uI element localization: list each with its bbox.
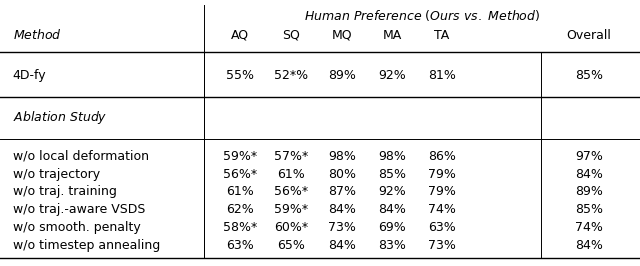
Text: 69%: 69% <box>378 221 406 234</box>
Text: 81%: 81% <box>428 69 456 82</box>
Text: $\it{Ablation\ Study}$: $\it{Ablation\ Study}$ <box>13 110 108 127</box>
Text: 74%: 74% <box>575 221 603 234</box>
Text: 62%: 62% <box>226 203 254 216</box>
Text: 98%: 98% <box>328 150 356 163</box>
Text: MA: MA <box>383 29 402 42</box>
Text: $\it{Human\ Preference\ (Ours\ vs.\ Method)}$: $\it{Human\ Preference\ (Ours\ vs.\ Meth… <box>303 8 540 23</box>
Text: 56%*: 56%* <box>274 185 308 198</box>
Text: 73%: 73% <box>428 239 456 252</box>
Text: 61%: 61% <box>277 168 305 181</box>
Text: TA: TA <box>434 29 449 42</box>
Text: 89%: 89% <box>328 69 356 82</box>
Text: w/o smooth. penalty: w/o smooth. penalty <box>13 221 141 234</box>
Text: 86%: 86% <box>428 150 456 163</box>
Text: 79%: 79% <box>428 185 456 198</box>
Text: 59%*: 59%* <box>223 150 257 163</box>
Text: 59%*: 59%* <box>274 203 308 216</box>
Text: 63%: 63% <box>226 239 254 252</box>
Text: 4D-fy: 4D-fy <box>13 69 47 82</box>
Text: 84%: 84% <box>328 203 356 216</box>
Text: 84%: 84% <box>328 239 356 252</box>
Text: 65%: 65% <box>277 239 305 252</box>
Text: 85%: 85% <box>378 168 406 181</box>
Text: 84%: 84% <box>575 239 603 252</box>
Text: 84%: 84% <box>378 203 406 216</box>
Text: 74%: 74% <box>428 203 456 216</box>
Text: w/o timestep annealing: w/o timestep annealing <box>13 239 160 252</box>
Text: Overall: Overall <box>566 29 611 42</box>
Text: 79%: 79% <box>428 168 456 181</box>
Text: 57%*: 57%* <box>274 150 308 163</box>
Text: MQ: MQ <box>332 29 353 42</box>
Text: AQ: AQ <box>231 29 249 42</box>
Text: 92%: 92% <box>378 69 406 82</box>
Text: 89%: 89% <box>575 185 603 198</box>
Text: 56%*: 56%* <box>223 168 257 181</box>
Text: w/o trajectory: w/o trajectory <box>13 168 100 181</box>
Text: 52*%: 52*% <box>274 69 308 82</box>
Text: 85%: 85% <box>575 203 603 216</box>
Text: $\it{Method}$: $\it{Method}$ <box>13 28 61 43</box>
Text: 85%: 85% <box>575 69 603 82</box>
Text: 61%: 61% <box>226 185 254 198</box>
Text: w/o traj. training: w/o traj. training <box>13 185 116 198</box>
Text: SQ: SQ <box>282 29 300 42</box>
Text: 60%*: 60%* <box>274 221 308 234</box>
Text: 97%: 97% <box>575 150 603 163</box>
Text: 84%: 84% <box>575 168 603 181</box>
Text: 73%: 73% <box>328 221 356 234</box>
Text: 63%: 63% <box>428 221 456 234</box>
Text: 92%: 92% <box>378 185 406 198</box>
Text: 58%*: 58%* <box>223 221 257 234</box>
Text: 80%: 80% <box>328 168 356 181</box>
Text: 87%: 87% <box>328 185 356 198</box>
Text: w/o local deformation: w/o local deformation <box>13 150 149 163</box>
Text: w/o traj.-aware VSDS: w/o traj.-aware VSDS <box>13 203 145 216</box>
Text: 98%: 98% <box>378 150 406 163</box>
Text: 55%: 55% <box>226 69 254 82</box>
Text: 83%: 83% <box>378 239 406 252</box>
